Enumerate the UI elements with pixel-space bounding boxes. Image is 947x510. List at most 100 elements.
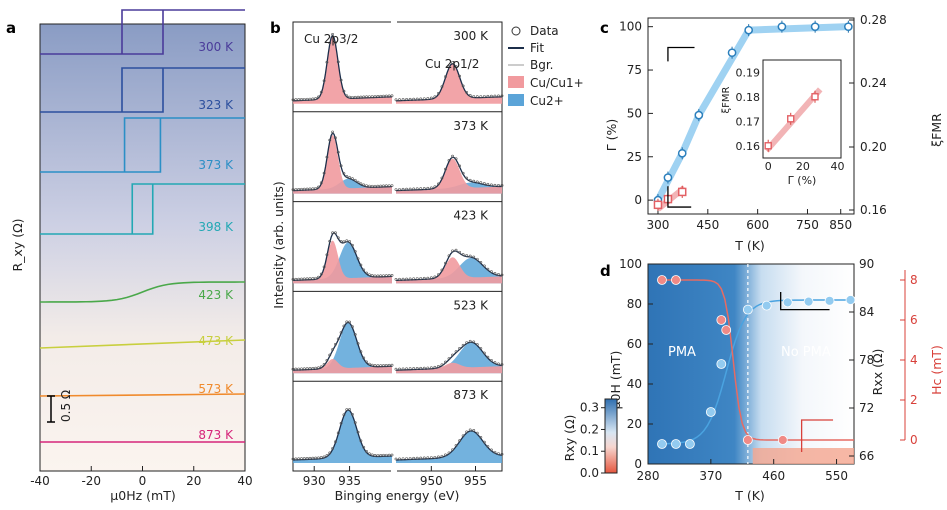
b-datapoint-0-1-32 — [451, 61, 454, 64]
b-datapoint-4-0-2 — [294, 457, 298, 461]
curve-temp-label-6: 573 K — [198, 382, 234, 396]
rxx-point-10 — [845, 295, 856, 305]
b-datapoint-2-1-8 — [408, 277, 412, 281]
d-hc-tick-label-0: 0 — [910, 433, 918, 447]
b-datapoint-3-1-60 — [500, 363, 504, 366]
b-datapoint-0-0-64 — [382, 94, 385, 98]
b-datapoint-4-0-46 — [356, 430, 360, 434]
b-datapoint-0-0-20 — [319, 90, 323, 94]
b-cu1-area-3-0 — [293, 359, 392, 374]
hysteresis-curve-4 — [39, 281, 246, 303]
panel-d-plot: 280 370 460 550 0 20 40 60 80 100 66 72 78 84 90 0 2 4 6 8 — [619, 257, 918, 483]
b-datapoint-1-0-8 — [302, 187, 306, 191]
b-datapoint-0-1-56 — [493, 94, 497, 98]
b-datapoint-4-0-66 — [384, 453, 388, 457]
b-datapoint-3-0-46 — [356, 342, 360, 345]
b-datapoint-0-0-66 — [384, 94, 388, 98]
b-datapoint-4-1-54 — [489, 448, 493, 452]
b-datapoint-2-0-8 — [302, 277, 306, 281]
b-datapoint-4-1-26 — [440, 454, 444, 458]
b-datapoint-1-0-56 — [370, 184, 374, 188]
b-datapoint-1-0-34 — [339, 164, 343, 168]
b-datapoint-1-1-50 — [482, 182, 486, 185]
b-datapoint-0-0-48 — [359, 95, 363, 99]
b-datapoint-0-1-8 — [408, 97, 412, 101]
b-datapoint-3-0-58 — [373, 364, 377, 367]
b-datapoint-3-0-12 — [308, 367, 312, 370]
gamma-axis-arrow — [667, 46, 695, 62]
xi-point-0 — [653, 200, 663, 210]
b-datapoint-4-1-36 — [458, 439, 462, 443]
b-datapoint-4-0-8 — [302, 457, 306, 460]
d-rxx-tick-label-4: 90 — [859, 257, 874, 271]
b-datapoint-3-1-0 — [394, 367, 398, 371]
b-datapoint-4-0-50 — [362, 445, 366, 449]
panel-d-ylabel-rxx: Rxx (Ω) — [870, 349, 885, 396]
b-datapoint-3-0-54 — [367, 362, 371, 366]
panel-a-scale-label: 0.5 Ω — [59, 390, 73, 422]
b-datapoint-0-0-0 — [291, 98, 295, 102]
rxx-axis-arrow — [780, 292, 830, 311]
b-datapoint-3-0-32 — [336, 337, 340, 341]
hysteresis-curve-5 — [39, 339, 246, 349]
b-datapoint-4-1-4 — [401, 457, 405, 461]
b-datapoint-1-0-44 — [353, 178, 357, 182]
b-break-bottom — [391, 466, 397, 476]
b-datapoint-2-1-10 — [412, 277, 416, 281]
b-datapoint-2-0-20 — [319, 272, 323, 276]
b-datapoint-1-1-38 — [461, 171, 465, 175]
b-datapoint-1-1-44 — [472, 179, 476, 183]
b-datapoint-2-1-30 — [447, 254, 451, 258]
b-datapoint-2-0-36 — [342, 240, 346, 244]
b-datapoint-4-1-6 — [405, 457, 409, 461]
b-datapoint-4-1-46 — [475, 431, 479, 435]
b-datapoint-0-0-18 — [317, 95, 320, 99]
b-datapoint-1-0-38 — [345, 175, 349, 178]
panel-b-ylabel: Intensity (arb. units) — [271, 181, 286, 309]
b-datapoint-4-0-44 — [353, 421, 357, 425]
b-datapoint-1-0-66 — [384, 184, 388, 188]
b-datapoint-0-0-26 — [328, 41, 332, 45]
legend-data: Data — [530, 24, 559, 38]
b-datapoint-1-0-32 — [336, 150, 340, 154]
gamma-point-3 — [694, 110, 704, 120]
b-datapoint-1-1-6 — [405, 187, 409, 191]
b-datapoint-1-1-2 — [398, 188, 401, 191]
b-temp-label-2: 423 K — [453, 209, 489, 223]
panel-b-legend: Data Fit Bgr. Cu/Cu1+ Cu2+ — [508, 24, 584, 108]
b-datapoint-3-0-28 — [331, 348, 335, 351]
b-datapoint-0-1-30 — [447, 65, 451, 69]
c-xtick-label-2: 600 — [746, 218, 769, 232]
d-hc-tick-label-2: 4 — [910, 353, 918, 367]
c-xtick-label-1: 450 — [696, 218, 719, 232]
rxx-point-3 — [705, 407, 716, 417]
b-cu1-area-2-0 — [293, 240, 392, 284]
b-datapoint-3-1-36 — [458, 347, 462, 350]
b-datapoint-1-0-20 — [319, 181, 323, 185]
gamma-point-6 — [777, 22, 787, 32]
b-datapoint-0-0-34 — [339, 78, 343, 82]
b-datapoint-2-1-0 — [394, 277, 398, 281]
b-datapoint-0-0-2 — [294, 98, 298, 102]
b-datapoint-0-1-52 — [486, 94, 490, 98]
b-datapoint-1-1-32 — [451, 154, 454, 158]
panel-b-peak-p32: Cu 2p3/2 — [304, 32, 358, 46]
b-datapoint-3-1-58 — [497, 362, 500, 366]
b-datapoint-0-1-10 — [412, 97, 416, 101]
b-datapoint-1-0-26 — [328, 138, 332, 142]
inset-xtick-2: 40 — [831, 160, 845, 173]
rxx-point-4 — [716, 359, 727, 369]
rxx-point-1 — [671, 439, 681, 449]
b-datapoint-2-0-40 — [348, 240, 351, 243]
b-datapoint-1-1-58 — [497, 184, 500, 187]
b-datapoint-1-1-4 — [401, 187, 405, 191]
inset-point-0 — [764, 142, 772, 150]
b-datapoint-4-0-34 — [339, 421, 343, 425]
hysteresis-curve-6 — [39, 393, 246, 397]
d-ytick-label-1: 20 — [627, 417, 642, 431]
b-datapoint-2-0-34 — [339, 240, 343, 243]
b-datapoint-4-1-44 — [472, 429, 476, 432]
curve-temp-label-2: 373 K — [198, 158, 234, 172]
b-datapoint-4-0-38 — [345, 408, 349, 412]
b-datapoint-3-0-52 — [365, 360, 368, 364]
